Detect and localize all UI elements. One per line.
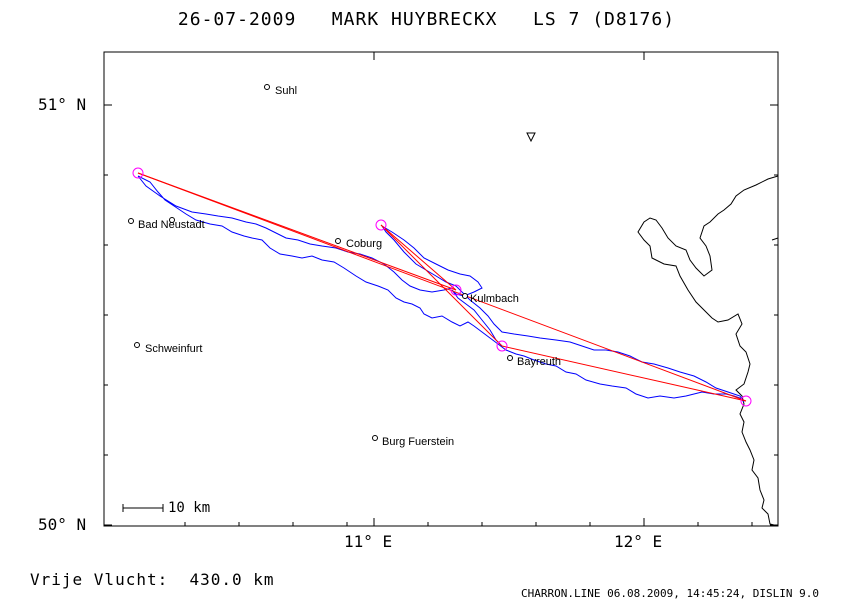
town-marker-bad-neustadt (128, 218, 134, 224)
turnpoints (132, 167, 752, 407)
town-marker-kulmbach (462, 293, 468, 299)
place-label-kulmbach: Kulmbach (470, 293, 519, 305)
town-marker-schweinfurt (134, 342, 140, 348)
distance-value: 430.0 km (189, 570, 275, 589)
task-leg-2 (137, 172, 457, 291)
town-markers (128, 84, 513, 441)
footer-info: CHARRON.LINE 06.08.2009, 14:45:24, DISLI… (520, 587, 819, 600)
place-label-suhl: Suhl (275, 85, 298, 97)
task-leg-1 (137, 172, 747, 402)
place-label-bayreuth: Bayreuth (517, 356, 562, 368)
map-frame (103, 51, 779, 527)
lon-label-11: 11° E (344, 532, 393, 551)
place-label-burg-fuerstein: Burg Fuerstein (382, 436, 455, 448)
town-marker-suhl (264, 84, 270, 90)
free-flight-distance: Vrije Vlucht: 430.0 km (30, 570, 275, 589)
task-leg-5 (501, 345, 747, 402)
country-border (637, 175, 779, 527)
triangle-marker (526, 132, 536, 143)
turnpoint-finish (740, 395, 752, 407)
town-marker-burg-fuerstein (372, 435, 378, 441)
scale-bar (122, 504, 164, 512)
turnpoint-3 (450, 284, 462, 296)
border-stub (771, 237, 779, 241)
place-label-bad-neustadt: Bad Neustadt (138, 219, 205, 231)
task-leg-4 (380, 224, 503, 347)
place-label-schweinfurt: Schweinfurt (145, 343, 203, 355)
scale-bar-label: 10 km (168, 500, 211, 516)
turnpoint-2 (375, 219, 387, 231)
task-lines (137, 172, 747, 402)
map-title: 26-07-2009 MARK HUYBRECKX LS 7 (D8176) (177, 9, 676, 30)
task-leg-3 (380, 224, 457, 291)
turnpoint-start (132, 167, 144, 179)
town-marker-extra (169, 217, 175, 223)
lat-label-50: 50° N (38, 515, 87, 534)
flight-track (137, 175, 745, 403)
turnpoint-4 (496, 340, 508, 352)
lat-label-51: 51° N (38, 95, 87, 114)
axis-ticks (104, 52, 778, 526)
place-label-coburg: Coburg (346, 238, 383, 250)
lon-label-12: 12° E (614, 532, 663, 551)
town-marker-bayreuth (507, 355, 513, 361)
town-marker-coburg (335, 238, 341, 244)
distance-label: Vrije Vlucht: (30, 570, 169, 589)
